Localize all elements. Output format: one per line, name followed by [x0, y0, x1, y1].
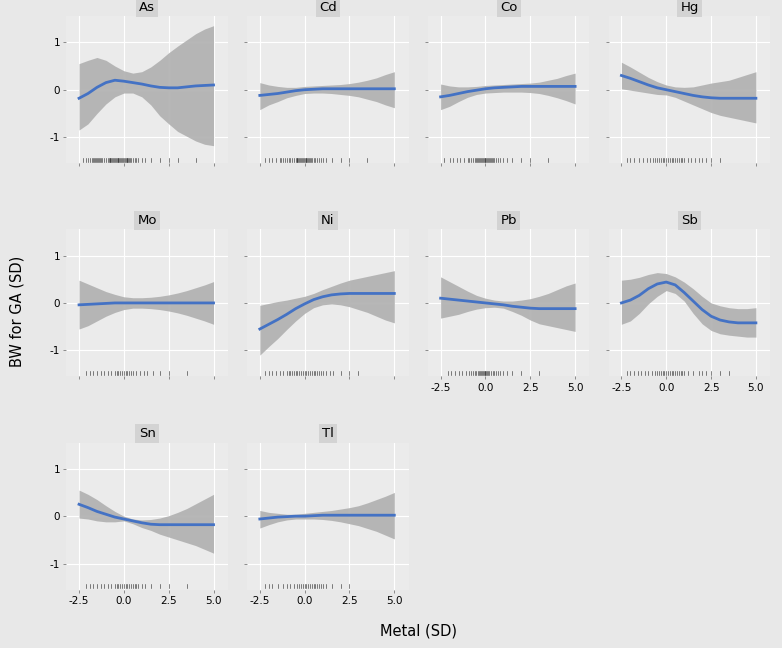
Text: Metal (SD): Metal (SD) — [380, 623, 457, 638]
Text: BW for GA (SD): BW for GA (SD) — [9, 255, 24, 367]
Title: Mo: Mo — [138, 214, 157, 227]
Title: Ni: Ni — [321, 214, 335, 227]
Title: Tl: Tl — [322, 427, 334, 440]
Title: Co: Co — [500, 1, 518, 14]
Title: As: As — [139, 1, 155, 14]
Title: Sb: Sb — [681, 214, 698, 227]
Title: Cd: Cd — [319, 1, 337, 14]
Title: Sn: Sn — [138, 427, 156, 440]
Title: Pb: Pb — [500, 214, 517, 227]
Title: Hg: Hg — [680, 1, 699, 14]
